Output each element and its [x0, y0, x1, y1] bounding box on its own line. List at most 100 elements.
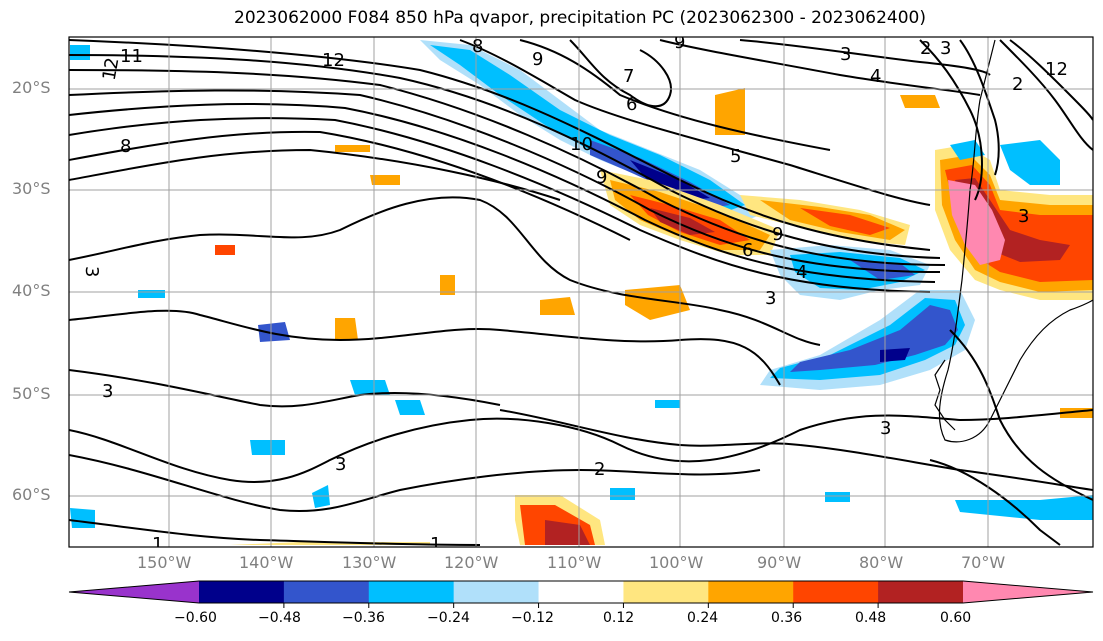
contour-label: 12 — [322, 50, 345, 71]
contour-labels: 11 12 12 8 8 9 10 9 9 7 6 5 9 6 4 4 3 2 … — [81, 32, 1068, 555]
colorbar-tick-label: −0.12 — [511, 610, 554, 626]
contour-label: 9 — [674, 32, 685, 53]
contour-line — [69, 519, 481, 546]
contour-label: 2 — [1012, 74, 1023, 95]
lon-label: 70°W — [961, 553, 1006, 572]
contour-line — [739, 39, 991, 76]
colorbar-tick-label: −0.60 — [174, 610, 217, 626]
colorbar-tick-label: 0.36 — [771, 610, 803, 626]
fill-patch-10 — [955, 495, 1093, 520]
fill-patch-22 — [70, 45, 90, 60]
contour-label: 2 — [920, 38, 931, 59]
contour-line — [1009, 39, 1093, 121]
contour-label: 8 — [120, 136, 131, 157]
contour-label: 3 — [102, 381, 113, 402]
map-plot-area: 11 12 12 8 8 9 10 9 9 7 6 5 9 6 4 4 3 2 … — [69, 32, 1093, 555]
fill-patch-23 — [70, 508, 95, 528]
colorbar-segment — [708, 581, 794, 603]
colorbar-segment — [793, 581, 879, 603]
contour-label: 4 — [796, 262, 807, 283]
fill-patch-16 — [900, 95, 940, 108]
contour-label: 3 — [765, 288, 776, 309]
contour-label: 12 — [1045, 59, 1068, 80]
contour-line — [519, 39, 831, 151]
fill-patch-24 — [655, 400, 680, 408]
map-title: 2023062000 F084 850 hPa qvapor, precipit… — [234, 8, 926, 28]
contour-line — [999, 39, 1093, 151]
contour-label: 6 — [626, 94, 637, 115]
coastline-path — [934, 359, 956, 431]
contour-label: 1 — [152, 534, 163, 555]
colorbar-tick-label: −0.24 — [427, 610, 470, 626]
contour-line — [69, 89, 941, 273]
contour-line — [69, 454, 761, 512]
contour-label: 4 — [870, 66, 881, 87]
contour-line — [69, 309, 781, 386]
coastline — [934, 39, 1093, 443]
colorbar-tick-label: 0.60 — [940, 610, 972, 626]
lon-label: 140°W — [239, 553, 294, 572]
fill-patch-17 — [370, 175, 400, 185]
lon-label: 90°W — [757, 553, 802, 572]
lat-label: 30°S — [12, 179, 51, 198]
contour-line — [69, 54, 941, 259]
fill-patch-3 — [540, 297, 575, 315]
qvapor-contours — [69, 39, 1093, 546]
colorbar-segment — [368, 581, 455, 603]
contour-label: 11 — [120, 46, 143, 67]
lat-label: 20°S — [12, 78, 51, 97]
lon-label: 110°W — [547, 553, 602, 572]
coastline-path — [938, 39, 1093, 443]
lon-label: 80°W — [859, 553, 904, 572]
contour-line — [459, 39, 931, 206]
contour-label: 3 — [840, 44, 851, 65]
fill-patch-11 — [1000, 140, 1060, 185]
fill-patch-1 — [715, 88, 745, 135]
contour-line — [69, 69, 946, 266]
contour-label: 5 — [730, 146, 741, 167]
contour-line — [499, 409, 1093, 491]
fill-patch-20 — [440, 275, 455, 295]
contour-line — [69, 39, 931, 251]
colorbar-tick-label: −0.48 — [258, 610, 301, 626]
fill-patch-28 — [950, 140, 985, 160]
contour-label: 9 — [596, 167, 607, 188]
contour-line — [659, 39, 981, 96]
contour-label: 3 — [880, 418, 891, 439]
contour-line — [949, 329, 1093, 501]
contour-label: 1 — [430, 534, 441, 555]
colorbar-outline — [68, 580, 1094, 604]
colorbar-segment — [453, 581, 540, 603]
colorbar-segment — [878, 581, 964, 603]
contour-line — [69, 369, 501, 408]
lon-label: 120°W — [444, 553, 499, 572]
fill-patch-15 — [138, 290, 165, 298]
fill-patch-13 — [395, 400, 425, 415]
lon-label: 130°W — [342, 553, 397, 572]
fill-patagonia-core — [880, 348, 910, 362]
contour-label: 6 — [742, 240, 753, 261]
map-grid — [69, 37, 1093, 547]
fill-patch-12 — [350, 380, 390, 395]
fill-patch-7 — [258, 322, 290, 342]
contour-label: 3 — [335, 454, 346, 475]
fill-patch-2 — [625, 285, 690, 320]
colorbar-segment — [199, 581, 285, 603]
colorbar-tick-label: 0.48 — [855, 610, 887, 626]
fill-patch-14 — [250, 440, 285, 455]
contour-label: 12 — [99, 56, 124, 82]
contour-label: 10 — [570, 134, 593, 155]
lat-label: 40°S — [12, 281, 51, 300]
contour-label: 7 — [623, 66, 634, 87]
contour-line — [69, 148, 561, 201]
colorbar — [68, 580, 1094, 608]
fill-patagonia-inner — [790, 305, 958, 372]
colorbar-extend-low — [69, 581, 199, 603]
fill-neg-band-mid — [430, 45, 745, 212]
contour-label: 3 — [1018, 206, 1029, 227]
colorbar-segment — [283, 581, 370, 603]
contour-line — [69, 103, 936, 283]
contour-label: 9 — [532, 49, 543, 70]
contour-line — [919, 39, 983, 201]
